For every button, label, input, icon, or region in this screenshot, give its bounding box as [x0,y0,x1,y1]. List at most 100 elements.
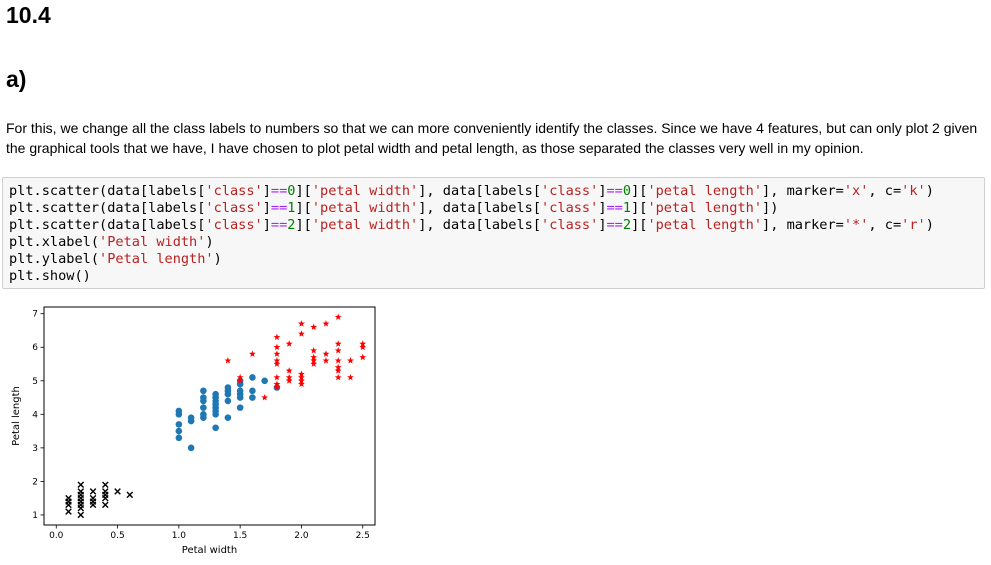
code-token: plt.scatter(data[labels[ [9,183,206,199]
data-point-circle [212,424,219,432]
data-point-star [359,340,367,347]
data-point-x-marker [126,491,134,499]
data-point-star [310,353,318,361]
data-point-star [310,360,318,367]
y-tick-label: 6 [32,343,38,353]
code-token: 'petal width' [311,200,419,216]
code-token: 'Petal width' [99,234,206,250]
data-point-star [334,367,342,374]
code-cell[interactable]: plt.scatter(data[labels['class']==0]['pe… [2,177,985,289]
data-point-star [285,377,293,384]
data-point-circle [224,414,232,421]
code-token: ][ [295,217,312,233]
data-point-circle [200,404,207,411]
data-point-circle [200,394,207,401]
data-point-star [236,373,244,381]
data-point-circle [187,444,195,452]
data-point-star [334,373,342,381]
code-token: 'class' [541,183,599,199]
x-tick-label: 1.5 [233,531,247,541]
y-tick-label: 3 [32,444,38,454]
x-axis-label: Petal width [182,545,237,556]
code-token: ][ [631,200,648,216]
code-line: plt.xlabel('Petal width') [9,234,978,251]
data-point-circle [212,390,219,398]
code-token: 'class' [205,200,263,216]
data-point-circle [175,434,183,442]
code-token: == [606,200,623,216]
code-token: 'class' [205,183,263,199]
data-point-circle [249,387,256,395]
code-token: 0 [287,183,296,199]
data-point-x-marker [102,481,109,489]
data-point-x-marker [89,494,97,502]
data-point-circle [200,387,207,395]
data-point-circle [224,397,232,405]
scatter-plot-output: 0.0 0.5 1.0 1.5 2.0 2.5 1 2 3 4 5 6 7 Petal width Peta… [0,296,390,565]
code-token: ], marker= [762,217,844,233]
x-tick-label: 2.5 [356,531,370,541]
data-point-star [322,357,330,364]
code-line: plt.scatter(data[labels['class']==1]['pe… [9,200,978,217]
data-point-star [273,383,281,391]
data-point-star [334,313,342,320]
code-token: ], marker= [762,183,844,199]
code-token: 'petal length' [647,200,763,216]
data-point-x-marker [65,508,72,515]
data-point-star [322,350,330,357]
code-token: 'r' [901,217,926,233]
data-point-x-marker [65,494,72,502]
data-point-x-marker [77,488,85,495]
data-point-star [224,357,232,364]
code-token: , c= [868,217,902,233]
data-point-star [359,353,367,361]
data-point-circle [175,421,183,428]
data-point-star [310,357,318,364]
code-token: == [606,183,623,199]
code-line: plt.ylabel('Petal length') [9,251,978,268]
data-point-circle [249,394,256,401]
data-point-star [273,373,281,381]
data-point-x-marker [102,501,109,509]
code-token: ], data[labels[ [418,217,542,233]
scatter-chart: 0.0 0.5 1.0 1.5 2.0 2.5 1 2 3 4 5 6 7 Petal width Peta… [11,306,376,556]
data-point-circle [224,384,232,391]
code-token: 'petal width' [311,183,419,199]
code-token: ], data[labels[ [418,200,542,216]
data-point-star [298,377,305,384]
code-token: ]) [762,200,779,216]
code-token: 2 [622,217,632,233]
data-point-star [285,373,293,381]
code-token: 'petal length' [647,217,763,233]
data-point-star [334,357,342,364]
data-point-star [298,373,305,381]
data-point-circle [249,374,256,381]
code-token: ) [205,234,214,250]
data-point-star [285,367,293,374]
code-token: ][ [295,200,312,216]
data-point-star [273,360,281,367]
data-point-x-marker [114,488,121,495]
y-tick-label: 1 [32,511,38,521]
data-point-x-marker [77,481,85,489]
data-point-x-marker [89,488,97,495]
data-point-star [285,340,293,347]
code-token: ] [598,200,607,216]
data-point-star [359,343,367,351]
data-point-star [347,357,354,364]
code-line: plt.scatter(data[labels['class']==2]['pe… [9,217,978,234]
y-tick-label: 4 [32,410,38,420]
code-token: plt.xlabel( [9,234,100,250]
data-point-star [334,363,342,371]
data-point-x-marker [65,501,72,509]
code-token: ] [262,217,271,233]
data-point-circle [236,404,244,411]
code-token: == [270,183,288,199]
code-line: plt.show() [9,268,978,285]
data-point-star [334,340,342,347]
code-token: 'petal width' [311,217,419,233]
code-token: plt.show() [9,268,91,284]
section-heading: 10.4 [6,2,51,28]
data-point-circle [175,427,183,435]
data-point-star [248,350,256,357]
